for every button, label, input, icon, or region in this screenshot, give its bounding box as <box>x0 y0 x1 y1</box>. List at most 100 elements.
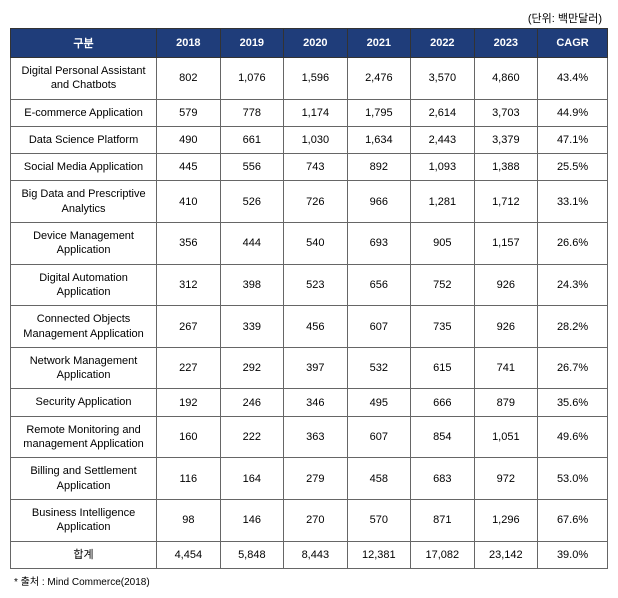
cell-value: 339 <box>220 306 284 348</box>
cell-value: 778 <box>220 99 284 126</box>
header-cagr: CAGR <box>538 29 608 58</box>
cell-cagr: 67.6% <box>538 499 608 541</box>
cell-value: 879 <box>474 389 538 416</box>
cell-value: 743 <box>284 154 348 181</box>
cell-value: 661 <box>220 126 284 153</box>
cell-value: 4,860 <box>474 58 538 100</box>
cell-cagr: 33.1% <box>538 181 608 223</box>
table-row: Digital Automation Application3123985236… <box>11 264 608 306</box>
cell-category: Digital Automation Application <box>11 264 157 306</box>
cell-value: 526 <box>220 181 284 223</box>
cell-value: 192 <box>157 389 221 416</box>
cell-cagr: 26.7% <box>538 347 608 389</box>
header-2020: 2020 <box>284 29 348 58</box>
cell-value: 1,174 <box>284 99 348 126</box>
header-2018: 2018 <box>157 29 221 58</box>
cell-category: E-commerce Application <box>11 99 157 126</box>
cell-value: 270 <box>284 499 348 541</box>
table-row: Remote Monitoring and management Applica… <box>11 416 608 458</box>
cell-value: 1,281 <box>411 181 475 223</box>
cell-value: 3,703 <box>474 99 538 126</box>
cell-cagr: 47.1% <box>538 126 608 153</box>
table-row: Digital Personal Assistant and Chatbots8… <box>11 58 608 100</box>
cell-value: 926 <box>474 264 538 306</box>
cell-value: 1,157 <box>474 223 538 265</box>
cell-value: 540 <box>284 223 348 265</box>
cell-value: 246 <box>220 389 284 416</box>
table-row: Connected Objects Management Application… <box>11 306 608 348</box>
header-category: 구분 <box>11 29 157 58</box>
cell-category: Billing and Settlement Application <box>11 458 157 500</box>
cell-value: 312 <box>157 264 221 306</box>
cell-value: 726 <box>284 181 348 223</box>
cell-value: 966 <box>347 181 411 223</box>
cell-cagr: 43.4% <box>538 58 608 100</box>
cell-value: 607 <box>347 306 411 348</box>
cell-value: 1,795 <box>347 99 411 126</box>
cell-cagr: 25.5% <box>538 154 608 181</box>
cell-value: 456 <box>284 306 348 348</box>
cell-value: 532 <box>347 347 411 389</box>
cell-value: 363 <box>284 416 348 458</box>
cell-value: 222 <box>220 416 284 458</box>
cell-value: 356 <box>157 223 221 265</box>
cell-value: 17,082 <box>411 541 475 568</box>
cell-value: 972 <box>474 458 538 500</box>
cell-value: 854 <box>411 416 475 458</box>
cell-value: 98 <box>157 499 221 541</box>
cell-category: Data Science Platform <box>11 126 157 153</box>
table-row: Billing and Settlement Application116164… <box>11 458 608 500</box>
cell-value: 2,443 <box>411 126 475 153</box>
cell-value: 1,296 <box>474 499 538 541</box>
cell-category: Big Data and Prescriptive Analytics <box>11 181 157 223</box>
table-row: Network Management Application2272923975… <box>11 347 608 389</box>
header-2019: 2019 <box>220 29 284 58</box>
table-row: Device Management Application35644454069… <box>11 223 608 265</box>
table-header-row: 구분 2018 2019 2020 2021 2022 2023 CAGR <box>11 29 608 58</box>
unit-label: (단위: 백만달러) <box>10 10 608 26</box>
cell-value: 1,076 <box>220 58 284 100</box>
cell-cagr: 28.2% <box>538 306 608 348</box>
header-2021: 2021 <box>347 29 411 58</box>
cell-value: 905 <box>411 223 475 265</box>
table-row: 합계4,4545,8488,44312,38117,08223,14239.0% <box>11 541 608 568</box>
cell-value: 926 <box>474 306 538 348</box>
cell-value: 802 <box>157 58 221 100</box>
cell-value: 3,570 <box>411 58 475 100</box>
table-row: Business Intelligence Application9814627… <box>11 499 608 541</box>
cell-cagr: 44.9% <box>538 99 608 126</box>
cell-value: 458 <box>347 458 411 500</box>
cell-value: 146 <box>220 499 284 541</box>
cell-value: 752 <box>411 264 475 306</box>
cell-value: 693 <box>347 223 411 265</box>
table-row: Security Application19224634649566687935… <box>11 389 608 416</box>
cell-value: 570 <box>347 499 411 541</box>
cell-value: 579 <box>157 99 221 126</box>
cell-value: 1,596 <box>284 58 348 100</box>
table-row: Data Science Platform4906611,0301,6342,4… <box>11 126 608 153</box>
cell-value: 871 <box>411 499 475 541</box>
cell-cagr: 53.0% <box>538 458 608 500</box>
cell-value: 4,454 <box>157 541 221 568</box>
cell-value: 683 <box>411 458 475 500</box>
cell-value: 5,848 <box>220 541 284 568</box>
cell-value: 23,142 <box>474 541 538 568</box>
cell-value: 523 <box>284 264 348 306</box>
cell-value: 410 <box>157 181 221 223</box>
cell-category: Social Media Application <box>11 154 157 181</box>
cell-value: 164 <box>220 458 284 500</box>
cell-value: 656 <box>347 264 411 306</box>
cell-value: 892 <box>347 154 411 181</box>
cell-value: 444 <box>220 223 284 265</box>
cell-value: 398 <box>220 264 284 306</box>
cell-value: 1,051 <box>474 416 538 458</box>
cell-cagr: 39.0% <box>538 541 608 568</box>
cell-value: 607 <box>347 416 411 458</box>
table-row: Big Data and Prescriptive Analytics41052… <box>11 181 608 223</box>
cell-cagr: 35.6% <box>538 389 608 416</box>
cell-value: 2,614 <box>411 99 475 126</box>
cell-value: 666 <box>411 389 475 416</box>
cell-value: 1,388 <box>474 154 538 181</box>
cell-category: Business Intelligence Application <box>11 499 157 541</box>
cell-category: Network Management Application <box>11 347 157 389</box>
